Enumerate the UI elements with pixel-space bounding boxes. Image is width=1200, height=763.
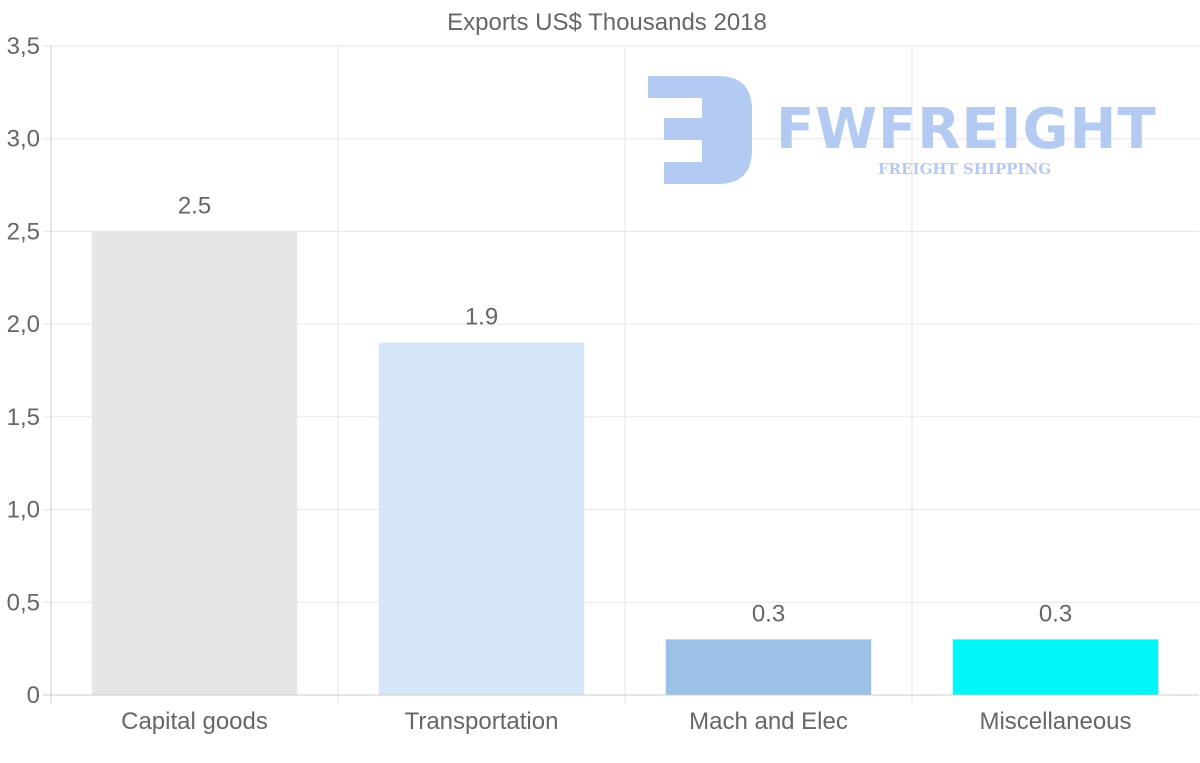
bars xyxy=(91,231,1159,695)
data-labels: 2.5 1.9 0.3 0.3 xyxy=(178,192,1072,627)
y-axis-ticks: 0 0,5 1,0 1,5 2,0 2,5 3,0 3,5 xyxy=(7,33,40,709)
y-tick-label: 0 xyxy=(27,682,40,709)
bar xyxy=(952,639,1159,695)
x-tick-label: Capital goods xyxy=(121,708,268,735)
bar xyxy=(665,639,872,695)
bar xyxy=(91,231,298,695)
fwfreight-logo-text: FWFREIGHT xyxy=(776,97,1157,162)
y-tick-label: 0,5 xyxy=(7,589,40,616)
axes xyxy=(43,46,1199,703)
fwfreight-logo: FWFREIGHT FREIGHT SHIPPING xyxy=(648,76,1157,184)
data-label: 2.5 xyxy=(178,192,211,219)
y-tick-label: 3,5 xyxy=(7,33,40,60)
y-tick-label: 1,5 xyxy=(7,404,40,431)
fwfreight-logo-tagline: FREIGHT SHIPPING xyxy=(878,160,1051,178)
data-label: 0.3 xyxy=(752,600,785,627)
x-tick-label: Miscellaneous xyxy=(979,708,1131,735)
y-tick-label: 2,0 xyxy=(7,311,40,338)
y-tick-label: 3,0 xyxy=(7,126,40,153)
chart-title: Exports US$ Thousands 2018 xyxy=(447,9,767,36)
x-tick-label: Mach and Elec xyxy=(689,708,848,735)
data-label: 1.9 xyxy=(465,304,498,331)
fwfreight-logo-mark xyxy=(648,76,752,184)
y-tick-label: 2,5 xyxy=(7,218,40,245)
bar xyxy=(378,342,585,695)
x-axis-labels: Capital goods Transportation Mach and Elec… xyxy=(121,708,1131,735)
data-label: 0.3 xyxy=(1039,600,1072,627)
y-tick-label: 1,0 xyxy=(7,497,40,524)
x-tick-label: Transportation xyxy=(405,708,559,735)
